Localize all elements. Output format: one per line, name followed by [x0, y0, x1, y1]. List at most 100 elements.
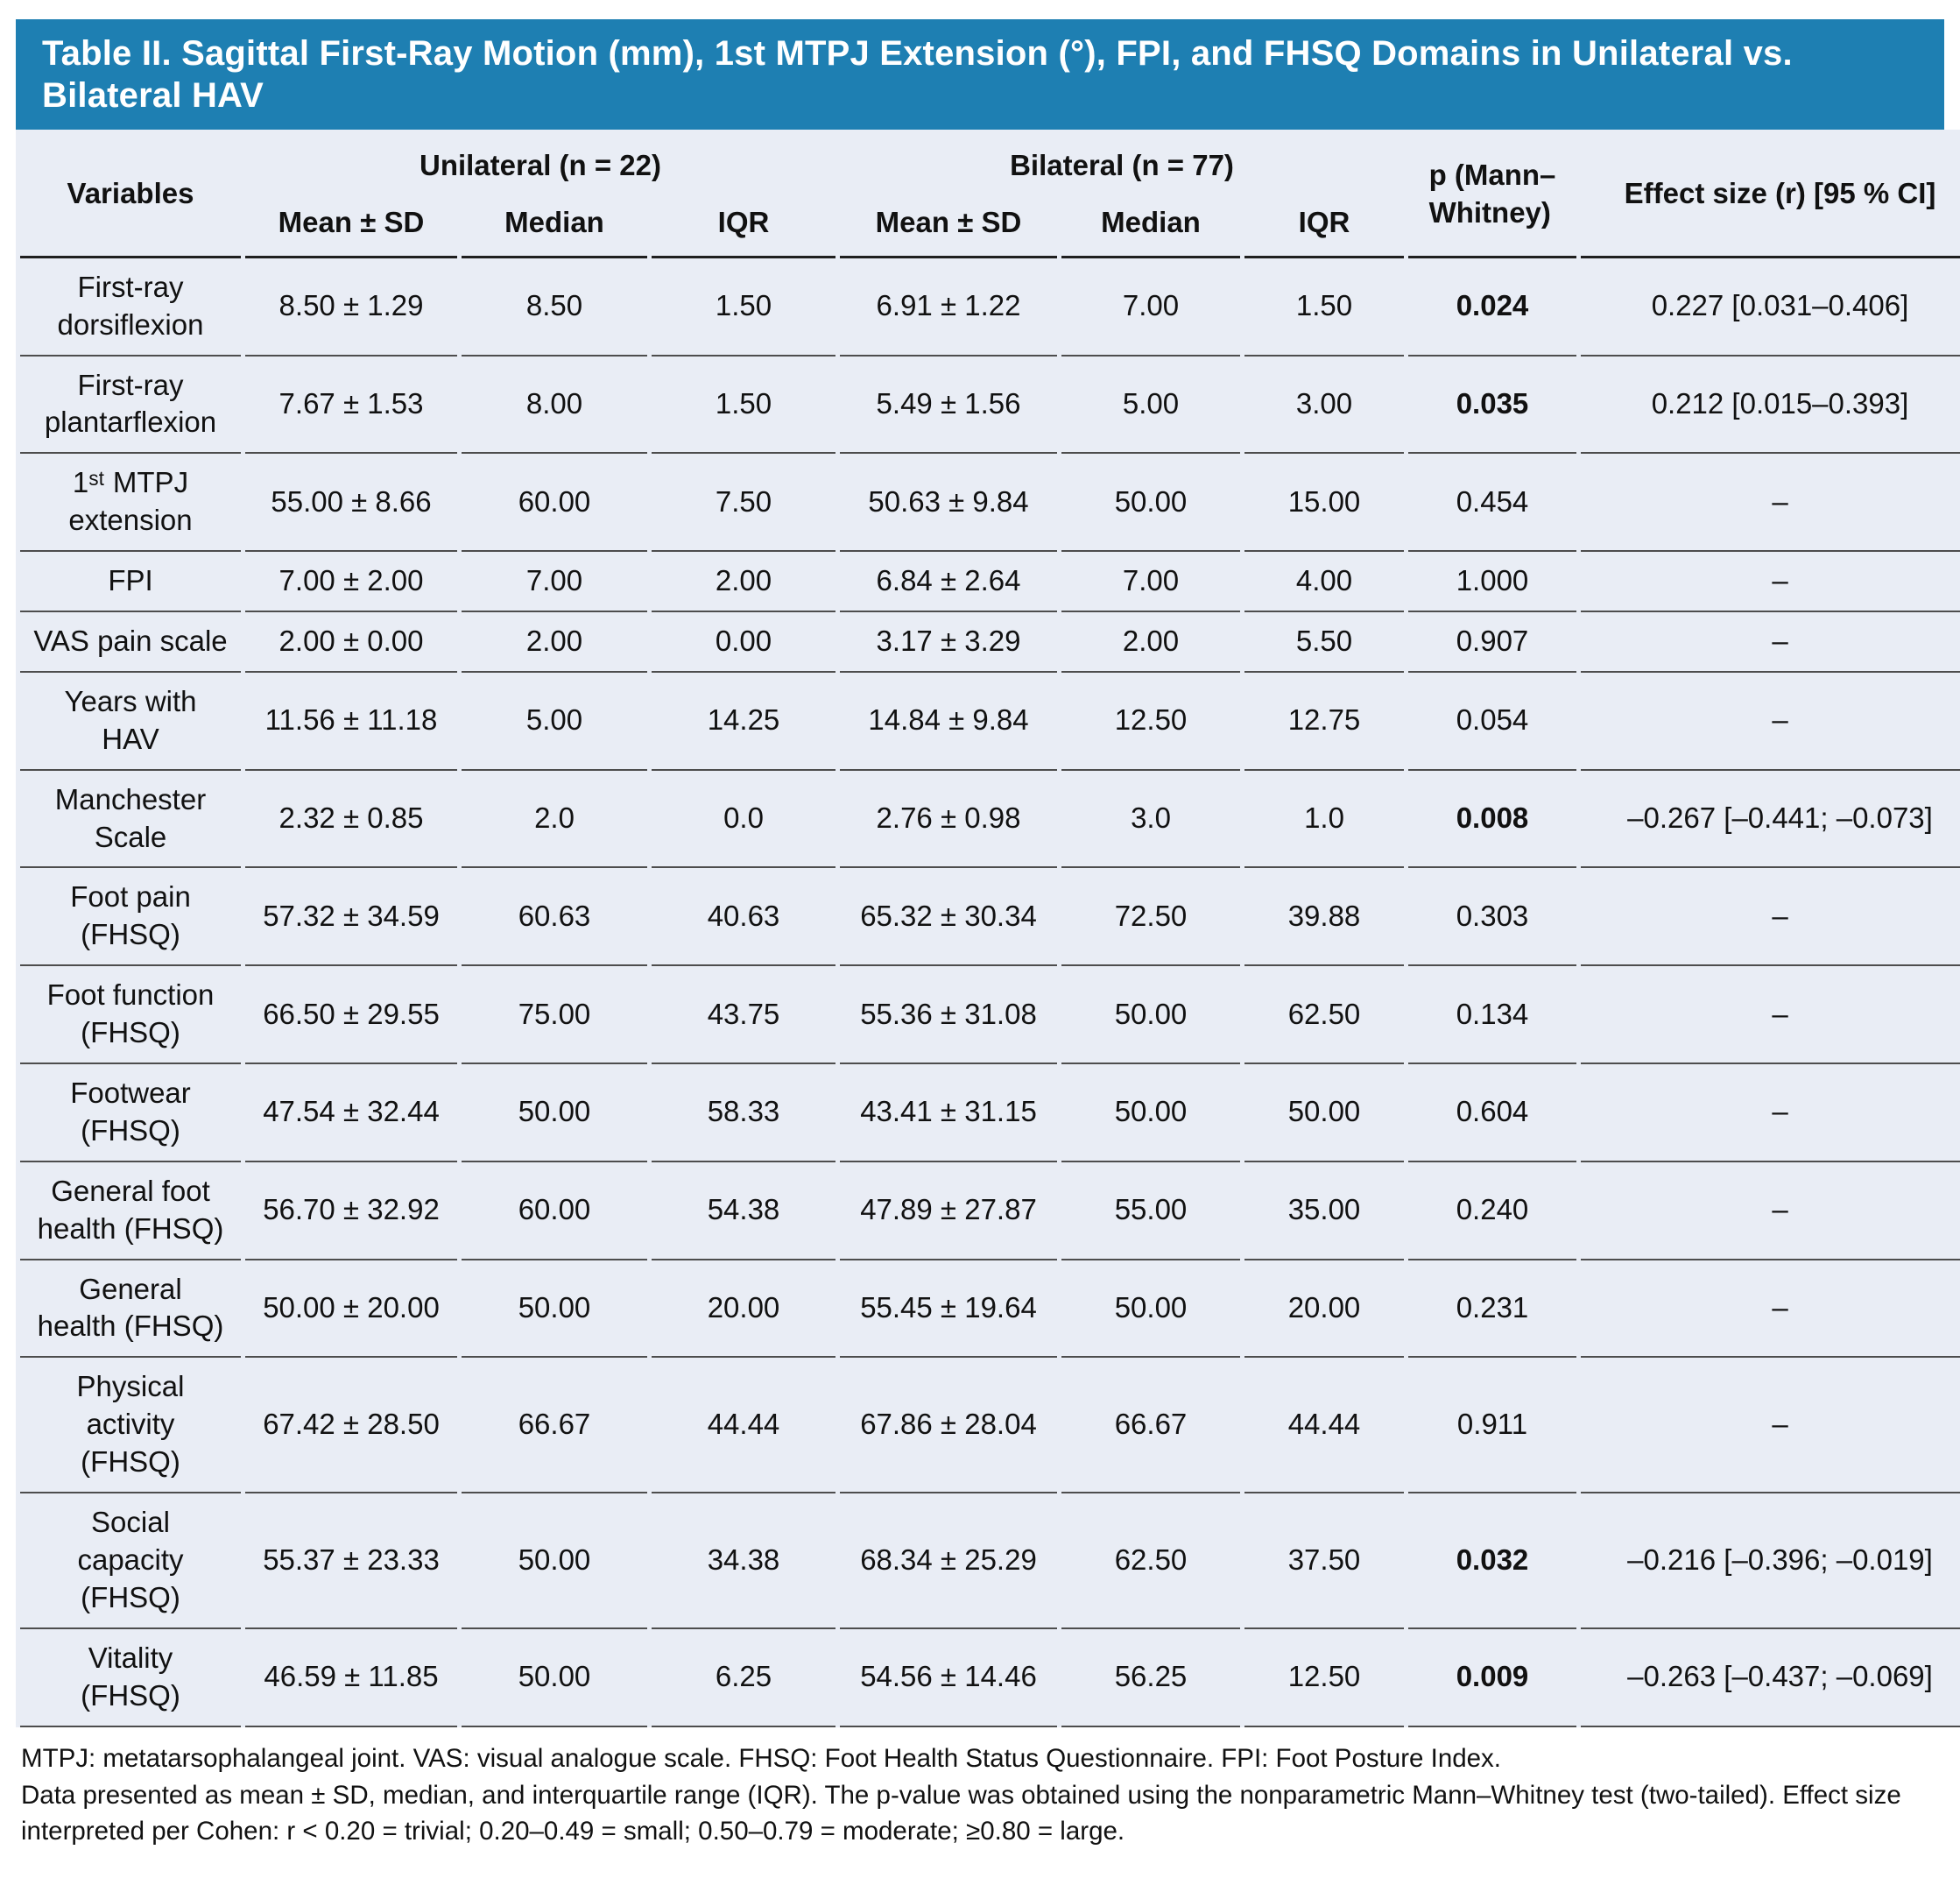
- uni-iqr: 14.25: [652, 673, 835, 771]
- bil-mean-sd: 6.84 ± 2.64: [840, 552, 1057, 613]
- uni-median: 50.00: [462, 1260, 647, 1359]
- bil-iqr: 3.00: [1244, 357, 1404, 455]
- effect-size: –: [1581, 966, 1960, 1065]
- uni-median: 2.00: [462, 612, 647, 673]
- uni-iqr: 34.38: [652, 1493, 835, 1629]
- table-row: First-ray dorsiflexion 8.50 ± 1.29 8.50 1.5…: [20, 258, 1960, 357]
- variable-label: Social capacity (FHSQ): [20, 1493, 241, 1629]
- bil-mean-sd: 5.49 ± 1.56: [840, 357, 1057, 455]
- uni-median: 2.0: [462, 771, 647, 869]
- uni-median: 66.67: [462, 1358, 647, 1494]
- table-row: 1ˢᵗ MTPJ extension 55.00 ± 8.66 60.00 7.50 5…: [20, 454, 1960, 553]
- bil-median: 62.50: [1061, 1493, 1240, 1629]
- bil-mean-sd: 43.41 ± 31.15: [840, 1064, 1057, 1162]
- bil-mean-sd: 50.63 ± 9.84: [840, 454, 1057, 553]
- variable-label: General foot health (FHSQ): [20, 1162, 241, 1260]
- bil-iqr: 39.88: [1244, 868, 1404, 967]
- bil-mean-sd: 3.17 ± 3.29: [840, 612, 1057, 673]
- uni-iqr: 1.50: [652, 258, 835, 357]
- bil-mean-sd: 55.45 ± 19.64: [840, 1260, 1057, 1359]
- column-header-variables: Variables: [20, 130, 241, 258]
- variable-label: Footwear (FHSQ): [20, 1064, 241, 1162]
- bil-iqr: 15.00: [1244, 454, 1404, 553]
- p-value: 0.024: [1408, 258, 1576, 357]
- p-value: 0.907: [1408, 612, 1576, 673]
- uni-iqr: 1.50: [652, 357, 835, 455]
- p-value: 0.911: [1408, 1358, 1576, 1494]
- bil-iqr: 35.00: [1244, 1162, 1404, 1260]
- bil-mean-sd: 2.76 ± 0.98: [840, 771, 1057, 869]
- uni-median: 8.50: [462, 258, 647, 357]
- p-value-header-label: p (Mann– Whitney): [1428, 159, 1556, 229]
- table-row: VAS pain scale 2.00 ± 0.00 2.00 0.00 3.17 ± …: [20, 612, 1960, 673]
- uni-mean-sd: 50.00 ± 20.00: [245, 1260, 457, 1359]
- results-table: Variables Unilateral (n = 22) Bilateral …: [16, 130, 1960, 1727]
- bil-iqr: 4.00: [1244, 552, 1404, 613]
- bil-iqr: 50.00: [1244, 1064, 1404, 1162]
- bil-median: 50.00: [1061, 966, 1240, 1065]
- table-row: General foot health (FHSQ) 56.70 ± 32.92 6…: [20, 1162, 1960, 1260]
- table-footnotes: MTPJ: metatarsophalangeal joint. VAS: vi…: [16, 1727, 1944, 1850]
- bil-iqr: 44.44: [1244, 1358, 1404, 1494]
- p-value: 0.240: [1408, 1162, 1576, 1260]
- table-row: Vitality (FHSQ) 46.59 ± 11.85 50.00 6.25 54.…: [20, 1629, 1960, 1727]
- effect-size: –0.267 [–0.441; –0.073]: [1581, 771, 1960, 869]
- subheader-bil-median: Median: [1061, 187, 1240, 258]
- p-value: 0.231: [1408, 1260, 1576, 1359]
- effect-size: 0.227 [0.031–0.406]: [1581, 258, 1960, 357]
- uni-mean-sd: 55.00 ± 8.66: [245, 454, 457, 553]
- bil-median: 66.67: [1061, 1358, 1240, 1494]
- bil-iqr: 1.50: [1244, 258, 1404, 357]
- uni-mean-sd: 7.67 ± 1.53: [245, 357, 457, 455]
- table-row: General health (FHSQ) 50.00 ± 20.00 50.00 2…: [20, 1260, 1960, 1359]
- table-row: Foot pain (FHSQ) 57.32 ± 34.59 60.63 40.63 6…: [20, 868, 1960, 967]
- uni-mean-sd: 46.59 ± 11.85: [245, 1629, 457, 1727]
- uni-median: 50.00: [462, 1629, 647, 1727]
- effect-size: –: [1581, 552, 1960, 613]
- uni-mean-sd: 67.42 ± 28.50: [245, 1358, 457, 1494]
- uni-iqr: 0.0: [652, 771, 835, 869]
- uni-iqr: 20.00: [652, 1260, 835, 1359]
- uni-median: 5.00: [462, 673, 647, 771]
- bil-median: 12.50: [1061, 673, 1240, 771]
- p-value: 0.604: [1408, 1064, 1576, 1162]
- bil-median: 2.00: [1061, 612, 1240, 673]
- uni-median: 60.00: [462, 1162, 647, 1260]
- p-value: 0.035: [1408, 357, 1576, 455]
- effect-size: –0.263 [–0.437; –0.069]: [1581, 1629, 1960, 1727]
- bil-median: 72.50: [1061, 868, 1240, 967]
- column-header-effect-size: Effect size (r) [95 % CI]: [1581, 130, 1960, 258]
- p-value: 0.054: [1408, 673, 1576, 771]
- bil-mean-sd: 14.84 ± 9.84: [840, 673, 1057, 771]
- uni-iqr: 40.63: [652, 868, 835, 967]
- table-header: Variables Unilateral (n = 22) Bilateral …: [20, 130, 1960, 258]
- bil-median: 50.00: [1061, 1064, 1240, 1162]
- bil-mean-sd: 65.32 ± 30.34: [840, 868, 1057, 967]
- uni-median: 7.00: [462, 552, 647, 613]
- variable-label: VAS pain scale: [20, 612, 241, 673]
- uni-median: 8.00: [462, 357, 647, 455]
- footnote-abbreviations: MTPJ: metatarsophalangeal joint. VAS: vi…: [21, 1743, 1501, 1773]
- subheader-bil-mean-sd: Mean ± SD: [840, 187, 1057, 258]
- effect-size: –: [1581, 1260, 1960, 1359]
- bil-median: 50.00: [1061, 454, 1240, 553]
- effect-size: 0.212 [0.015–0.393]: [1581, 357, 1960, 455]
- bil-median: 7.00: [1061, 258, 1240, 357]
- uni-iqr: 44.44: [652, 1358, 835, 1494]
- variable-label: General health (FHSQ): [20, 1260, 241, 1359]
- p-value: 1.000: [1408, 552, 1576, 613]
- effect-size: –: [1581, 1358, 1960, 1494]
- uni-iqr: 43.75: [652, 966, 835, 1065]
- footnote-methods: Data presented as mean ± SD, median, and…: [21, 1781, 1901, 1846]
- effect-size: –: [1581, 1064, 1960, 1162]
- bil-mean-sd: 55.36 ± 31.08: [840, 966, 1057, 1065]
- table-row: FPI 7.00 ± 2.00 7.00 2.00 6.84 ± 2.64 7.00 4.0…: [20, 552, 1960, 613]
- table-row: Manchester Scale 2.32 ± 0.85 2.0 0.0 2.76 ± …: [20, 771, 1960, 869]
- table-title-bar: Table II. Sagittal First-Ray Motion (mm)…: [16, 19, 1944, 130]
- bil-mean-sd: 67.86 ± 28.04: [840, 1358, 1057, 1494]
- effect-size: –0.216 [–0.396; –0.019]: [1581, 1493, 1960, 1629]
- uni-mean-sd: 55.37 ± 23.33: [245, 1493, 457, 1629]
- variable-label: Years with HAV: [20, 673, 241, 771]
- table-row: Physical activity (FHSQ) 67.42 ± 28.50 66.…: [20, 1358, 1960, 1494]
